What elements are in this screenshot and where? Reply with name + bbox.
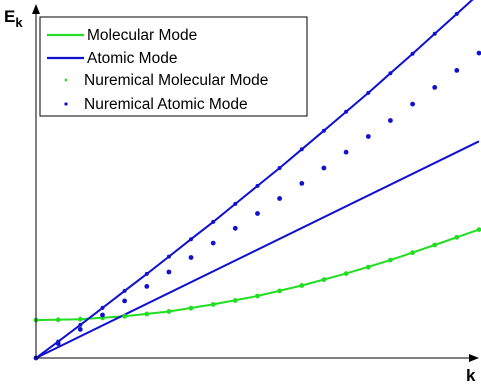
series-4-point-3: [100, 305, 105, 310]
series-4-point-4: [122, 288, 127, 293]
series-3-point-6: [166, 269, 172, 275]
legend-swatch-num-atomic-dot: [64, 102, 68, 106]
series-3-point-17: [410, 101, 415, 107]
series-4-point-12: [299, 147, 304, 152]
series-3-point-13: [321, 165, 327, 171]
series-1: [35, 140, 480, 359]
x-axis-arrow-icon: [469, 354, 479, 362]
series-4-point-13: [321, 128, 326, 133]
series-2-point-2: [77, 316, 83, 322]
y-axis-title: Ek: [4, 7, 23, 30]
series-2-point-14: [343, 271, 349, 276]
series-3-point-20: [476, 50, 481, 56]
series-3-point-9: [232, 225, 238, 231]
legend-label-atomic: Atomic Mode: [87, 50, 177, 67]
axes: [32, 4, 479, 362]
series-2-point-17: [410, 250, 415, 256]
legend-label-num-molecular: Nuremical Molecular Mode: [84, 72, 268, 89]
series-3-point-8: [210, 240, 216, 246]
series-4-point-18: [432, 31, 437, 36]
series-2-point-11: [277, 288, 282, 294]
series-1-line: [35, 140, 480, 359]
series-4-point-5: [144, 271, 149, 276]
series-2-point-12: [299, 283, 305, 288]
series-3-point-2: [77, 327, 83, 332]
series-2-point-9: [232, 298, 238, 303]
series-4: [34, 0, 474, 360]
series-2-point-20: [476, 227, 481, 232]
legend-swatch-num-molecular-dot: [64, 78, 68, 82]
series-4-point-16: [388, 71, 393, 76]
series-4-point-7: [189, 237, 193, 242]
x-axis-title: k: [466, 366, 476, 385]
series-2-point-4: [122, 313, 127, 319]
series-4-point-6: [166, 254, 171, 259]
legend-item-atomic: Atomic Mode: [47, 50, 177, 67]
series-3-point-12: [299, 181, 305, 186]
series-3-point-19: [454, 68, 460, 73]
series-3-point-5: [144, 284, 150, 289]
series-3-point-11: [277, 196, 282, 201]
y-axis-arrow-icon: [32, 4, 40, 14]
legend-box: [39, 16, 308, 117]
series-4-point-19: [454, 11, 459, 16]
series-2-point-6: [166, 309, 172, 314]
series-2-point-15: [365, 264, 371, 270]
series-4-point-1: [56, 339, 61, 344]
series-4-point-8: [211, 219, 216, 224]
series-4-point-15: [366, 90, 371, 95]
series-2-point-8: [210, 302, 216, 307]
legend-item-molecular: Molecular Mode: [47, 27, 197, 44]
series-layer: [33, 0, 481, 361]
series-2-point-5: [144, 311, 150, 317]
legend-label-molecular: Molecular Mode: [87, 27, 197, 44]
legend-item-num-atomic: Nuremical Atomic Mode: [64, 96, 248, 113]
series-3-point-7: [188, 255, 194, 260]
legend-label-num-atomic: Nuremical Atomic Mode: [84, 96, 248, 113]
series-2-point-16: [388, 257, 393, 263]
series-2-point-18: [432, 242, 438, 248]
series-4-point-10: [255, 183, 260, 188]
series-2: [33, 227, 481, 323]
series-3-point-15: [365, 134, 371, 139]
series-3-point-10: [255, 211, 260, 216]
series-4-point-14: [344, 109, 349, 114]
series-4-point-2: [78, 322, 83, 327]
series-3-point-3: [100, 312, 105, 318]
series-2-point-7: [188, 305, 194, 311]
series-2-point-13: [321, 277, 327, 283]
series-3-point-18: [432, 85, 438, 90]
series-3-point-4: [122, 298, 127, 304]
series-2-point-1: [55, 317, 61, 323]
series-2-point-10: [255, 293, 260, 299]
series-3-point-16: [388, 118, 393, 123]
series-3-point-14: [343, 149, 349, 155]
series-2-point-19: [454, 234, 460, 240]
series-4-point-17: [410, 51, 415, 56]
series-4-point-9: [233, 201, 238, 206]
legend-item-num-molecular: Nuremical Molecular Mode: [64, 72, 268, 89]
legend: Molecular Mode Atomic Mode Nuremical Mol…: [39, 16, 308, 117]
series-4-point-11: [277, 166, 282, 170]
